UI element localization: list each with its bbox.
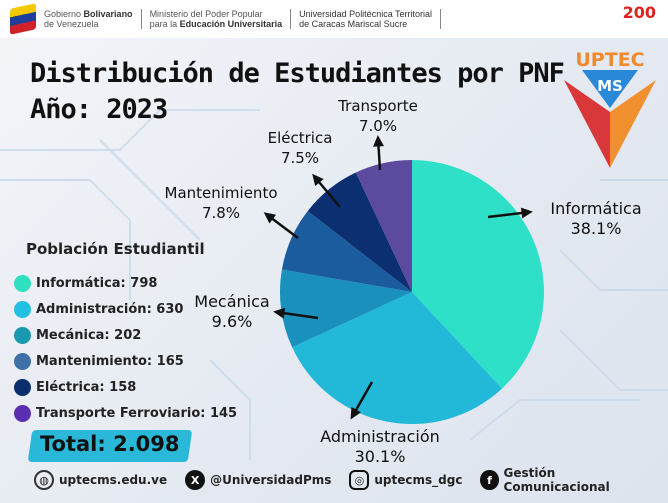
x-icon: X bbox=[185, 470, 206, 490]
legend-item: Transporte Ferroviario: 145 bbox=[14, 400, 237, 426]
arrow-head bbox=[350, 406, 361, 420]
legend-item: Informática: 798 bbox=[14, 270, 237, 296]
legend-swatch bbox=[14, 300, 31, 318]
legend-swatch bbox=[14, 274, 31, 292]
pie-slice-transporte bbox=[355, 160, 412, 292]
pie-label-electrica: Eléctrica 7.5% bbox=[267, 129, 333, 167]
arrow-head bbox=[373, 135, 384, 147]
legend-item: Mecánica: 202 bbox=[14, 322, 237, 348]
legend: Población Estudiantil Informática: 798 Ad… bbox=[14, 240, 237, 426]
legend-item: Administración: 630 bbox=[14, 296, 237, 322]
pie-label-informatica: Informática 38.1% bbox=[550, 199, 642, 238]
chart-title: Distribución de Estudiantes por PNF Año: … bbox=[30, 58, 565, 125]
instagram-icon: ◎ bbox=[349, 470, 370, 490]
svg-text:MS: MS bbox=[597, 77, 623, 95]
pie-slice-informatica bbox=[412, 160, 544, 389]
instagram-link[interactable]: ◎ uptecms_dgc bbox=[349, 470, 462, 490]
legend-swatch bbox=[14, 404, 31, 422]
gobierno-block: Gobierno Bolivariano de Venezuela bbox=[36, 9, 142, 29]
globe-icon: ◍ bbox=[34, 470, 54, 490]
legend-label: Administración: 630 bbox=[36, 301, 184, 317]
pie-slice-mantenimiento bbox=[281, 211, 412, 292]
pie-slice-mecanica bbox=[280, 269, 412, 348]
website-link[interactable]: ◍ uptecms.edu.ve bbox=[34, 470, 167, 490]
arrow-head bbox=[520, 207, 533, 219]
legend-label: Mecánica: 202 bbox=[36, 327, 142, 343]
institutional-header: Gobierno Bolivariano de Venezuela Ministe… bbox=[0, 0, 668, 38]
universidad-block: Universidad Politécnica Territorial de Ca… bbox=[291, 9, 442, 29]
legend-label: Eléctrica: 158 bbox=[36, 379, 137, 395]
arrow-head bbox=[263, 212, 277, 224]
legend-swatch bbox=[14, 352, 31, 370]
arrow-head bbox=[312, 173, 324, 186]
arrow-head bbox=[273, 307, 286, 319]
x-link[interactable]: X @UniversidadPms bbox=[185, 470, 331, 490]
bicentenario-logo: 200 bbox=[622, 3, 656, 22]
uptec-ms-logo: UPTEC MS bbox=[564, 49, 656, 168]
legend-item: Eléctrica: 158 bbox=[14, 374, 237, 400]
pie-label-transporte: Transporte 7.0% bbox=[338, 97, 418, 135]
legend-label: Informática: 798 bbox=[36, 275, 158, 291]
label-arrows bbox=[263, 135, 533, 420]
legend-label: Transporte Ferroviario: 145 bbox=[36, 405, 238, 421]
legend-swatch bbox=[14, 326, 31, 344]
pie-label-mecanica: Mecánica 9.6% bbox=[194, 292, 270, 331]
legend-title: Población Estudiantil bbox=[26, 240, 205, 258]
legend-item: Mantenimiento: 165 bbox=[14, 348, 237, 374]
svg-text:UPTEC: UPTEC bbox=[575, 49, 644, 71]
footer-social: ◍ uptecms.edu.ve X @UniversidadPms ◎ uptecm… bbox=[34, 466, 668, 494]
ministerio-block: Ministerio del Poder Popular para la Educ… bbox=[142, 9, 292, 29]
pie-label-administracion: Administración 30.1% bbox=[320, 427, 440, 466]
legend-label: Mantenimiento: 165 bbox=[36, 353, 184, 369]
facebook-icon: f bbox=[480, 470, 499, 490]
pie-label-mantenimiento: Mantenimiento 7.8% bbox=[164, 184, 278, 222]
facebook-link[interactable]: f Gestión Comunicacional bbox=[480, 466, 650, 494]
pie-slice-electrica bbox=[307, 172, 412, 292]
legend-swatch bbox=[14, 378, 31, 396]
total-count: Total: 2.098 bbox=[40, 432, 180, 456]
pie-slice-administracion bbox=[292, 292, 502, 425]
